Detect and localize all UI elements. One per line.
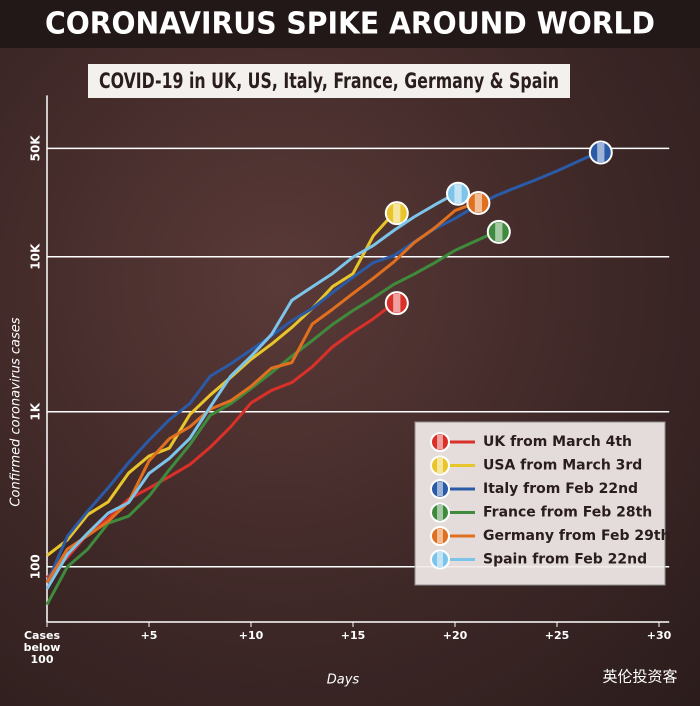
x-tick-label: +5	[140, 629, 158, 642]
y-tick-label: 100	[29, 554, 43, 579]
x-axis-label: Days	[327, 673, 360, 688]
legend-flag-band	[437, 481, 443, 497]
chart-subtitle: COVID-19 in UK, US, Italy, France, Germa…	[99, 69, 559, 93]
series-line	[45, 201, 476, 584]
subtitle-box	[88, 64, 570, 98]
legend-label: USA from March 3rd	[483, 458, 642, 474]
end-flag-band	[393, 293, 401, 313]
legend-label: Spain from Feb 22nd	[483, 552, 647, 568]
series-line	[45, 301, 395, 579]
series-line	[46, 212, 395, 557]
y-tick-label: 10K	[29, 243, 43, 270]
legend-flag-band	[437, 552, 443, 567]
end-flag-band	[393, 203, 401, 223]
x-tick-label: +10	[238, 629, 264, 642]
legend-label: UK from March 4th	[483, 434, 632, 450]
end-flag-band	[597, 143, 605, 163]
legend-label: Italy from Feb 22nd	[483, 481, 638, 497]
x-tick-label: +25	[544, 629, 570, 642]
y-axis-label: Confirmed coronavirus cases	[9, 317, 24, 506]
x-tick-label: Cases below 100	[23, 629, 61, 666]
x-tick-label: +15	[340, 629, 366, 642]
legend-flag-band	[437, 434, 443, 450]
title-band	[0, 0, 700, 48]
end-flag-band	[474, 193, 483, 213]
series-line	[45, 151, 599, 584]
legend-label: Germany from Feb 29th	[483, 528, 671, 544]
legend-label: France from Feb 28th	[483, 505, 652, 521]
series-line	[45, 192, 456, 590]
watermark: 英伦投资客	[602, 668, 677, 686]
series-line	[45, 230, 497, 606]
end-flag-band	[495, 222, 503, 242]
y-tick-label: 50K	[29, 135, 43, 162]
legend-flag-band	[437, 505, 443, 520]
x-tick-label: +30	[646, 629, 672, 642]
legend-flag-band	[437, 458, 443, 473]
x-tick-label: +20	[442, 629, 468, 642]
legend-box	[414, 421, 666, 586]
y-tick-label: 1K	[29, 402, 43, 420]
end-flag-band	[454, 184, 462, 204]
legend-flag-band	[437, 528, 443, 544]
chart-title: CORONAVIRUS SPIKE AROUND WORLD	[45, 7, 655, 42]
